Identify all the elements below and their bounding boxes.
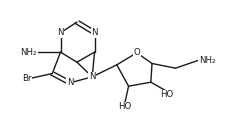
Text: HO: HO (160, 90, 173, 99)
Text: N: N (89, 72, 95, 81)
Text: Br: Br (22, 74, 31, 83)
Text: O: O (133, 48, 140, 57)
Text: N: N (57, 28, 64, 37)
Text: NH₂: NH₂ (199, 56, 215, 65)
Text: NH₂: NH₂ (21, 48, 37, 57)
Text: N: N (91, 28, 98, 37)
Text: HO: HO (118, 102, 132, 111)
Text: N: N (67, 78, 73, 87)
